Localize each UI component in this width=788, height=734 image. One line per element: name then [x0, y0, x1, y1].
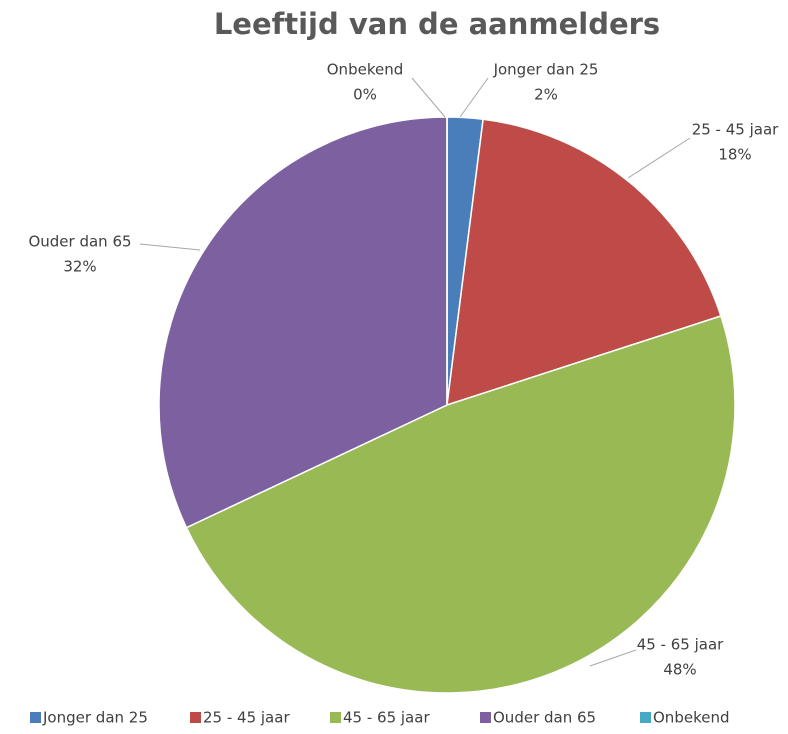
slice-label-value: 48% — [663, 661, 696, 679]
slice-label-value: 0% — [353, 86, 377, 104]
legend-label: Onbekend — [653, 709, 729, 727]
legend-label: 25 - 45 jaar — [203, 709, 290, 727]
legend-label: Jonger dan 25 — [42, 709, 148, 727]
slice-label-name: Ouder dan 65 — [28, 233, 131, 251]
slice-label-name: 25 - 45 jaar — [692, 121, 779, 139]
pie-slice — [158, 116, 448, 529]
pie-slice — [446, 118, 722, 407]
legend-label: 45 - 65 jaar — [343, 709, 430, 727]
leader-line — [459, 77, 489, 118]
slice-label-name: Jonger dan 25 — [493, 61, 599, 79]
legend-label: Ouder dan 65 — [493, 709, 596, 727]
legend-swatch — [30, 712, 41, 723]
leader-line — [627, 137, 691, 179]
pie-slice — [185, 315, 736, 694]
leader-line — [411, 77, 446, 118]
slice-label-value: 32% — [63, 258, 96, 276]
leader-line — [589, 649, 637, 667]
legend-swatch — [330, 712, 341, 723]
slice-label-value: 2% — [534, 86, 558, 104]
slice-label-value: 18% — [718, 146, 751, 164]
legend-swatch — [640, 712, 651, 723]
slice-label-name: 45 - 65 jaar — [637, 636, 724, 654]
leader-line — [139, 243, 201, 251]
chart-title: Leeftijd van de aanmelders — [214, 7, 660, 41]
legend-swatch — [190, 712, 201, 723]
slice-label-name: Onbekend — [327, 61, 403, 79]
legend-swatch — [480, 712, 491, 723]
